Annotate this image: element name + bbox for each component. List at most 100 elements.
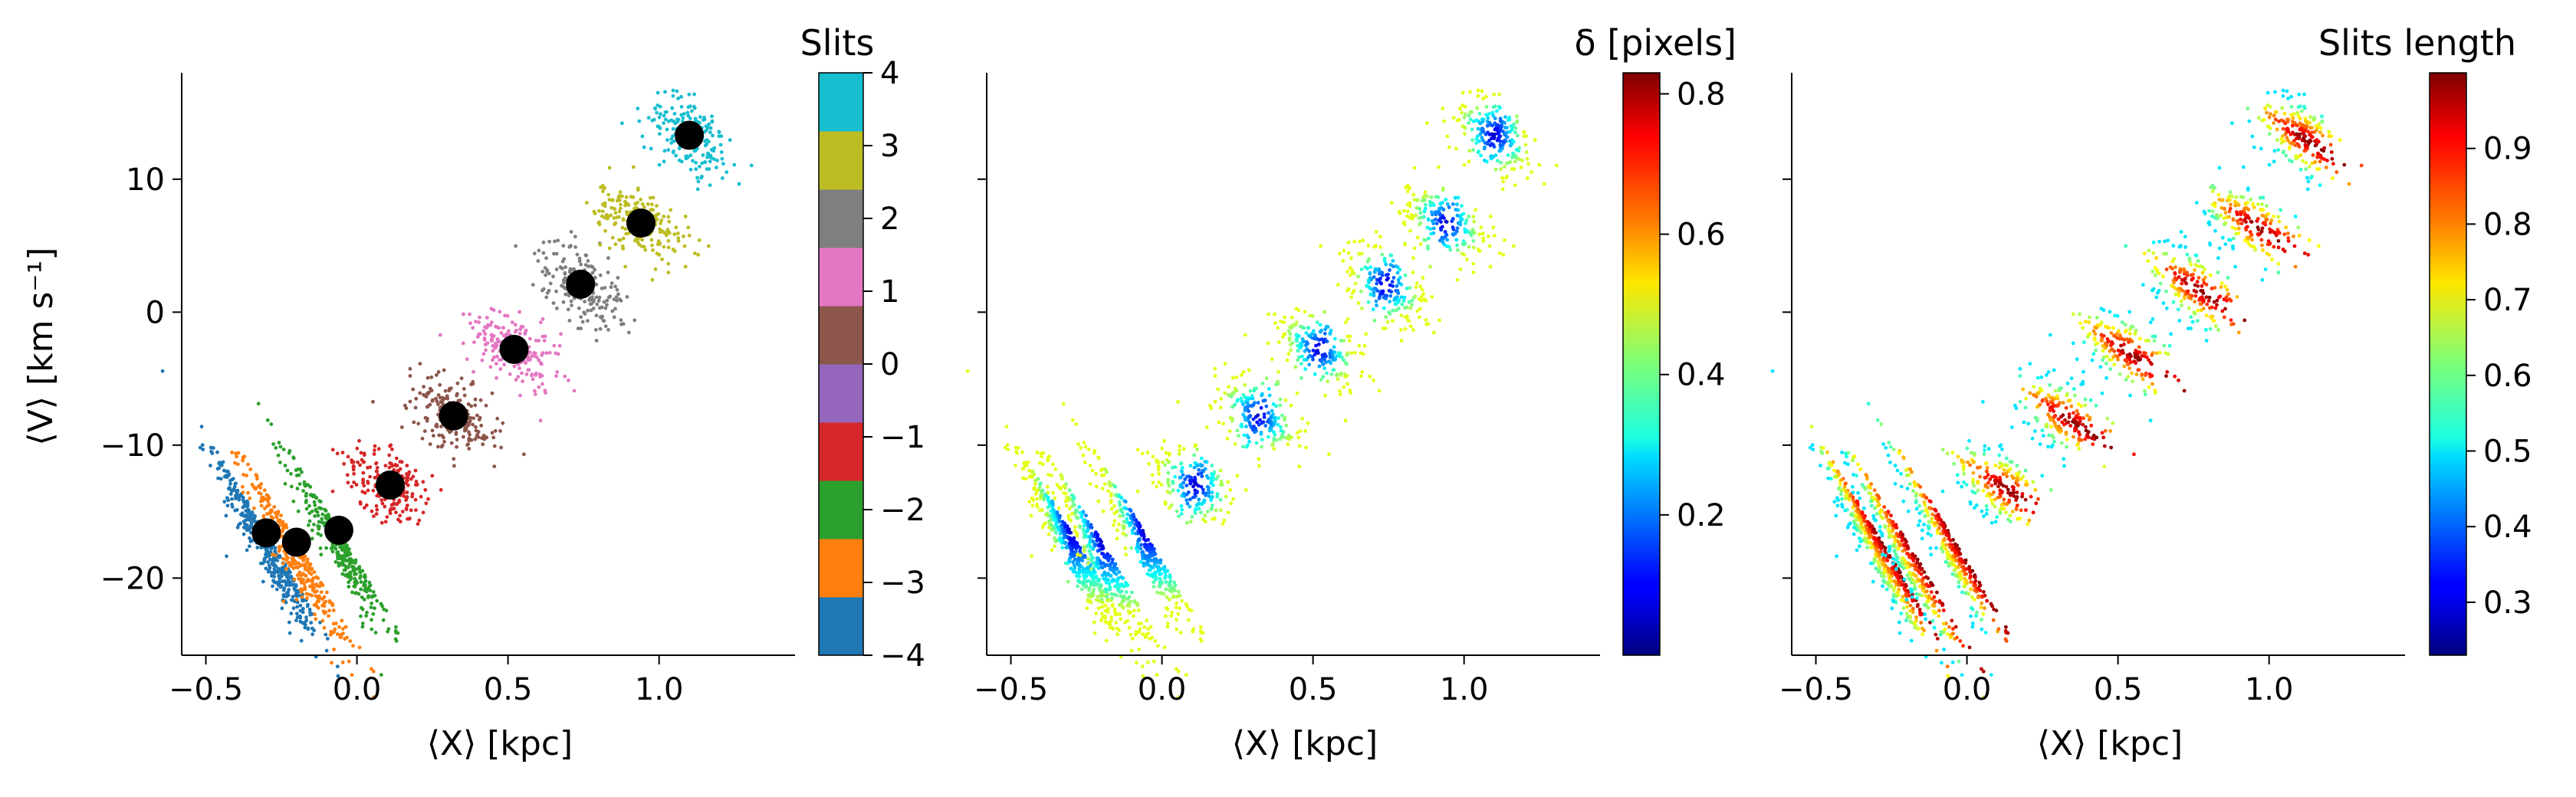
scatter-point [1093,570,1097,575]
scatter-point [303,567,307,572]
scatter-point [318,546,323,550]
scatter-point [600,287,604,290]
scatter-point [261,579,265,584]
scatter-point [1059,473,1063,477]
scatter-point [1358,239,1362,244]
scatter-point [343,625,348,629]
scatter-point [1418,211,1423,215]
scatter-point [261,495,265,500]
scatter-point [1356,274,1360,279]
scatter-point [1027,468,1031,473]
scatter-point [488,365,493,369]
scatter-point [1163,502,1168,506]
scatter-point [383,504,387,509]
scatter-point [1267,411,1270,415]
scatter-point [301,557,305,562]
scatter-point [335,664,340,669]
scatter-point [1386,276,1390,280]
scatter-point [1295,431,1300,435]
scatter-point [1415,198,1420,202]
scatter-point [1135,489,1140,494]
scatter-point [1184,484,1189,487]
scatter-point [442,440,446,444]
scatter-point [358,569,362,574]
scatter-point [1097,543,1102,546]
scatter-point [1117,523,1121,526]
scatter-point [1227,429,1232,433]
scatter-point [258,499,263,503]
scatter-point [1462,125,1467,129]
scatter-point [513,330,518,334]
scatter-point [492,444,497,448]
scatter-point [652,117,656,122]
scatter-point [616,292,620,297]
scatter-point [654,213,659,218]
scatter-point [1343,320,1348,325]
scatter-point [1280,413,1284,418]
scatter-point [1523,143,1528,147]
scatter-point [1266,341,1270,346]
scatter-point [1542,182,1546,186]
scatter-point [576,326,580,330]
scatter-point [707,139,711,144]
scatter-point [1384,315,1388,319]
scatter-point [490,431,495,435]
scatter-point [1441,237,1445,241]
scatter-point [1455,202,1459,207]
scatter-point [1388,300,1392,303]
scatter-point [1325,371,1329,376]
scatter-point [1306,333,1311,338]
scatter-point [424,501,429,506]
scatter-point [243,518,248,523]
scatter-point [1472,219,1477,224]
scatter-point [1302,326,1306,330]
scatter-point [1046,484,1050,489]
scatter-point [1441,107,1445,111]
scatter-point [1243,408,1247,412]
colorbar-tick-label: 4 [880,56,899,91]
scatter-point [345,635,349,640]
scatter-point [250,483,255,487]
scatter-point [1863,532,1868,536]
scatter-point [1061,402,1066,406]
scatter-point [1082,579,1086,584]
scatter-point [640,202,645,206]
scatter-point [1430,212,1434,217]
scatter-point [1194,482,1198,487]
scatter-point [1145,660,1150,664]
plot-area-delta [965,88,1559,700]
colorbar-delta: 0.20.40.60.8 [1622,72,1726,656]
scatter-point [1063,491,1068,496]
scatter-point [1444,219,1448,224]
scatter-point [1027,474,1032,479]
scatter-point [1276,326,1280,330]
scatter-point [561,300,566,304]
scatter-point [1171,480,1175,484]
scatter-point [1228,487,1233,492]
scatter-point [479,423,484,428]
panel-delta: −0.5 0.0 0.5 1.0 ⟨X⟩ [kpc] 0.20.40.60.8 δ [… [965,22,1737,763]
scatter-point [324,610,328,615]
scatter-point [1103,467,1107,471]
scatter-point [1465,257,1469,261]
colorbar-swatch [819,73,863,132]
scatter-point [356,592,361,596]
scatter-point [1053,544,1056,549]
scatter-point [663,90,667,94]
scatter-point [1165,595,1169,599]
scatter-point [1477,249,1482,254]
scatter-point [1868,532,1871,536]
scatter-point [327,608,331,613]
scatter-point [1050,548,1054,553]
scatter-point [541,251,546,255]
scatter-point [1121,513,1125,518]
scatter-point [1856,507,1861,511]
scatter-point [1072,563,1076,568]
scatter-point [331,622,336,626]
scatter-point [1181,447,1186,451]
mean-marker [375,470,405,500]
scatter-point [555,370,560,374]
scatter-point [1092,620,1096,625]
scatter-point [1227,385,1230,389]
scatter-point [1030,503,1035,508]
